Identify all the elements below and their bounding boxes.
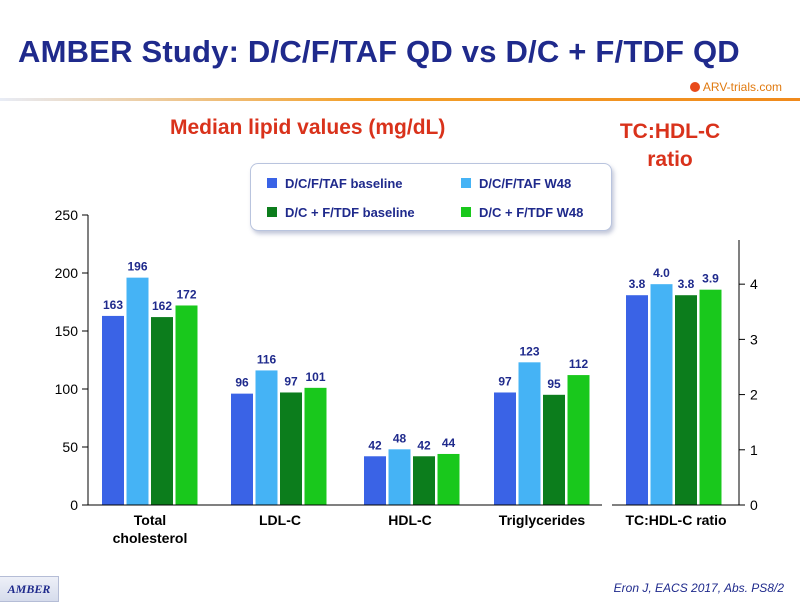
data-label-1-2: 97: [284, 374, 298, 388]
ratio-category-label: TC:HDL-C ratio: [625, 512, 726, 528]
study-badge: AMBER: [0, 576, 59, 602]
bar-3-2: [543, 394, 565, 505]
bar-0-1: [126, 277, 149, 505]
data-label-2-3: 44: [442, 436, 456, 450]
category-label-2: HDL-C: [388, 512, 432, 528]
bar-2-3: [437, 453, 460, 505]
data-label-1-3: 101: [305, 370, 325, 384]
y-tick-label-5: 250: [55, 207, 79, 223]
legend-swatch-2: [267, 207, 277, 217]
y-tick-label-2: 100: [55, 381, 79, 397]
legend-swatch-0: [267, 178, 277, 188]
arv-trials-logo: ARV-trials.com: [689, 80, 782, 94]
slide-title: AMBER Study: D/C/F/TAF QD vs D/C + F/TDF…: [18, 34, 740, 69]
ratio-bar-2: [675, 295, 697, 505]
data-label-0-0: 163: [103, 298, 123, 312]
ratio-y-tick-label-0: 0: [750, 497, 758, 513]
legend-swatch-3: [461, 207, 471, 217]
bar-2-0: [364, 456, 386, 505]
data-label-2-0: 42: [368, 438, 382, 452]
legend-item-2: D/C + F/TDF baseline: [267, 205, 415, 220]
category-label-0-1: cholesterol: [113, 530, 188, 546]
legend-label-3: D/C + F/TDF W48: [479, 205, 584, 220]
data-label-3-3: 112: [569, 357, 589, 371]
data-label-0-3: 172: [176, 287, 196, 301]
data-label-0-2: 162: [152, 299, 172, 313]
ratio-y-tick-label-4: 4: [750, 276, 758, 292]
bar-0-3: [175, 305, 198, 505]
category-label-3: Triglycerides: [499, 512, 586, 528]
chart-title-ratio: TC:HDL-C ratio: [619, 120, 721, 171]
legend-label-1: D/C/F/TAF W48: [479, 176, 572, 191]
data-label-2-2: 42: [417, 438, 431, 452]
bar-1-2: [280, 392, 302, 505]
category-label-0-0: Total: [134, 512, 166, 528]
logo-icon: [689, 82, 700, 92]
bar-3-3: [567, 375, 590, 505]
legend-item-0: D/C/F/TAF baseline: [267, 176, 403, 191]
data-label-3-2: 95: [547, 377, 561, 391]
bar-2-1: [388, 449, 411, 505]
ratio-data-label-0: 3.8: [629, 277, 646, 291]
bar-1-3: [304, 387, 327, 505]
ratio-y-tick-label-1: 1: [750, 442, 758, 458]
logo-text: ARV-trials.com: [702, 80, 782, 94]
y-tick-label-3: 150: [55, 323, 79, 339]
legend-label-0: D/C/F/TAF baseline: [285, 176, 403, 191]
data-label-0-1: 196: [127, 260, 147, 274]
ratio-y-tick-label-2: 2: [750, 387, 758, 403]
y-tick-label-4: 200: [55, 265, 79, 281]
citation: Eron J, EACS 2017, Abs. PS8/2: [613, 581, 784, 595]
ratio-bar-3: [699, 289, 722, 505]
ratio-y-tick-label-3: 3: [750, 331, 758, 347]
data-label-3-1: 123: [519, 344, 539, 358]
chart-title-lipids: Median lipid values (mg/dL): [170, 116, 446, 139]
y-tick-label-1: 50: [62, 439, 78, 455]
bar-1-1: [255, 370, 278, 505]
category-label-1: LDL-C: [259, 512, 301, 528]
bar-0-2: [151, 317, 173, 505]
data-label-3-0: 97: [498, 374, 512, 388]
legend-item-3: D/C + F/TDF W48: [461, 205, 583, 220]
ratio-bar-1: [650, 284, 673, 505]
bar-3-1: [518, 362, 541, 505]
ratio-data-label-2: 3.8: [678, 277, 695, 291]
bar-3-0: [494, 392, 516, 505]
legend-label-2: D/C + F/TDF baseline: [285, 205, 415, 220]
header-divider: [0, 98, 800, 101]
data-label-1-0: 96: [235, 376, 249, 390]
bar-2-2: [413, 456, 435, 505]
y-tick-label-0: 0: [70, 497, 78, 513]
legend-item-1: D/C/F/TAF W48: [461, 176, 571, 191]
bar-1-0: [231, 393, 253, 505]
ratio-data-label-1: 4.0: [653, 266, 670, 280]
chart-legend: D/C/F/TAF baseline D/C/F/TAF W48 D/C + F…: [250, 163, 612, 231]
data-label-1-1: 116: [257, 352, 277, 366]
data-label-2-1: 48: [393, 431, 407, 445]
ratio-bar-0: [626, 295, 648, 505]
ratio-data-label-3: 3.9: [702, 272, 719, 286]
bar-0-0: [102, 315, 124, 505]
legend-swatch-1: [461, 178, 471, 188]
